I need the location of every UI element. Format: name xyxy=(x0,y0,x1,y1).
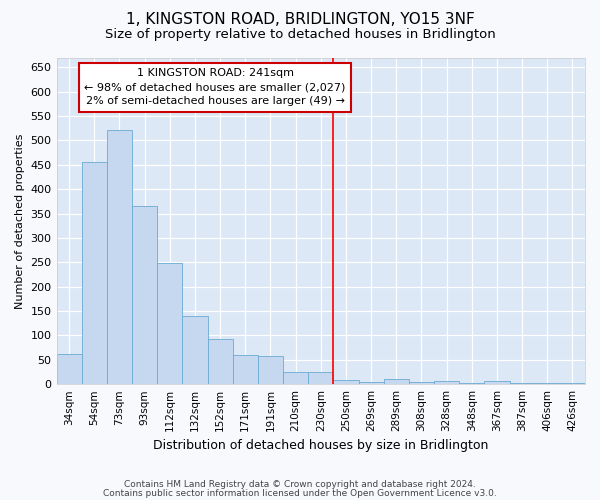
Bar xyxy=(560,383,585,384)
Text: 1 KINGSTON ROAD: 241sqm
← 98% of detached houses are smaller (2,027)
2% of semi-: 1 KINGSTON ROAD: 241sqm ← 98% of detache… xyxy=(85,68,346,106)
Bar xyxy=(509,383,535,384)
Bar xyxy=(383,380,409,384)
Y-axis label: Number of detached properties: Number of detached properties xyxy=(15,133,25,308)
Bar xyxy=(308,372,334,384)
Bar xyxy=(359,382,383,384)
Bar xyxy=(208,339,233,384)
Bar xyxy=(233,355,258,384)
Bar xyxy=(132,206,157,384)
Bar xyxy=(535,383,560,384)
X-axis label: Distribution of detached houses by size in Bridlington: Distribution of detached houses by size … xyxy=(153,440,488,452)
Bar xyxy=(283,372,308,384)
Bar xyxy=(484,381,509,384)
Bar xyxy=(459,383,484,384)
Bar xyxy=(107,130,132,384)
Text: Size of property relative to detached houses in Bridlington: Size of property relative to detached ho… xyxy=(104,28,496,41)
Bar xyxy=(334,380,359,384)
Bar xyxy=(258,356,283,384)
Bar xyxy=(157,264,182,384)
Text: Contains HM Land Registry data © Crown copyright and database right 2024.: Contains HM Land Registry data © Crown c… xyxy=(124,480,476,489)
Bar xyxy=(434,381,459,384)
Bar xyxy=(56,354,82,384)
Bar xyxy=(409,382,434,384)
Text: 1, KINGSTON ROAD, BRIDLINGTON, YO15 3NF: 1, KINGSTON ROAD, BRIDLINGTON, YO15 3NF xyxy=(125,12,475,26)
Bar xyxy=(82,162,107,384)
Bar xyxy=(182,316,208,384)
Text: Contains public sector information licensed under the Open Government Licence v3: Contains public sector information licen… xyxy=(103,488,497,498)
